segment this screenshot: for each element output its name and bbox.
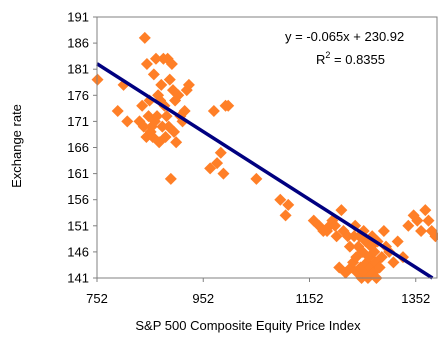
data-point — [159, 131, 172, 144]
data-point — [282, 198, 295, 211]
y-tick-label: 191 — [67, 10, 89, 25]
y-tick-label: 186 — [67, 36, 89, 51]
data-point — [164, 172, 177, 185]
data-point — [377, 225, 390, 238]
data-point — [368, 245, 381, 258]
data-points — [91, 31, 438, 284]
data-point — [415, 225, 428, 238]
x-tick-label: 752 — [86, 291, 108, 306]
y-tick-label: 171 — [67, 114, 89, 129]
data-point — [422, 214, 435, 227]
y-tick-label: 181 — [67, 62, 89, 77]
data-point — [391, 235, 404, 248]
data-point — [138, 31, 151, 44]
y-tick-label: 146 — [67, 244, 89, 259]
data-point — [155, 78, 168, 91]
data-point — [111, 104, 124, 117]
data-point — [182, 78, 195, 91]
data-point — [373, 261, 386, 274]
r-squared-value: = 0.8355 — [330, 52, 385, 67]
data-point — [161, 52, 174, 65]
data-point — [402, 219, 415, 232]
x-tick-label: 952 — [192, 291, 214, 306]
data-point — [178, 104, 191, 117]
data-point — [151, 110, 164, 123]
data-point — [91, 73, 104, 86]
y-tick-label: 151 — [67, 218, 89, 233]
plot-frame — [96, 16, 438, 279]
data-point — [274, 193, 287, 206]
data-point — [335, 204, 348, 217]
data-point — [160, 110, 173, 123]
data-point — [329, 219, 341, 232]
r-squared-exp: 2 — [325, 50, 330, 60]
data-point — [165, 57, 178, 70]
y-axis-ticks: 141 146 151 156 161 166 171 176 181 186 191 — [67, 10, 97, 286]
data-point — [121, 115, 134, 128]
r-squared: R2 = 0.8355 — [316, 50, 385, 67]
data-point — [147, 68, 160, 81]
data-point — [149, 52, 162, 65]
y-tick-label: 166 — [67, 140, 89, 155]
data-point — [211, 157, 224, 170]
y-tick-label: 176 — [67, 88, 89, 103]
x-axis-title: S&P 500 Composite Equity Price Index — [135, 318, 361, 333]
x-tick-label: 1152 — [296, 291, 324, 306]
data-point — [136, 99, 149, 112]
data-point — [330, 230, 343, 243]
data-point — [204, 162, 217, 175]
y-tick-label: 161 — [67, 166, 89, 181]
data-point — [170, 136, 183, 149]
y-tick-label: 156 — [67, 192, 89, 207]
data-point — [207, 104, 220, 117]
data-point — [375, 251, 388, 264]
data-point — [140, 57, 153, 70]
data-point — [250, 172, 263, 185]
data-point — [137, 120, 150, 133]
data-point — [429, 230, 438, 243]
data-point — [163, 73, 176, 86]
trendline — [96, 62, 434, 280]
x-tick-label: 1352 — [401, 291, 430, 306]
y-tick-label: 141 — [67, 271, 89, 286]
data-point — [279, 209, 292, 222]
data-point — [222, 99, 235, 112]
data-point — [172, 89, 185, 102]
data-point — [411, 214, 424, 227]
data-point — [214, 146, 227, 159]
r-squared-prefix: R — [316, 52, 325, 67]
data-point — [343, 240, 356, 253]
data-point — [419, 204, 432, 217]
data-point — [168, 125, 181, 138]
trendline-equation: y = -0.065x + 230.92 — [285, 29, 404, 44]
data-point — [156, 120, 169, 133]
data-point — [341, 230, 354, 243]
data-point — [217, 167, 230, 180]
x-axis-ticks: 752 952 1152 1352 — [86, 278, 430, 306]
y-axis-title: Exchange rate — [9, 104, 24, 188]
data-point — [387, 256, 400, 269]
